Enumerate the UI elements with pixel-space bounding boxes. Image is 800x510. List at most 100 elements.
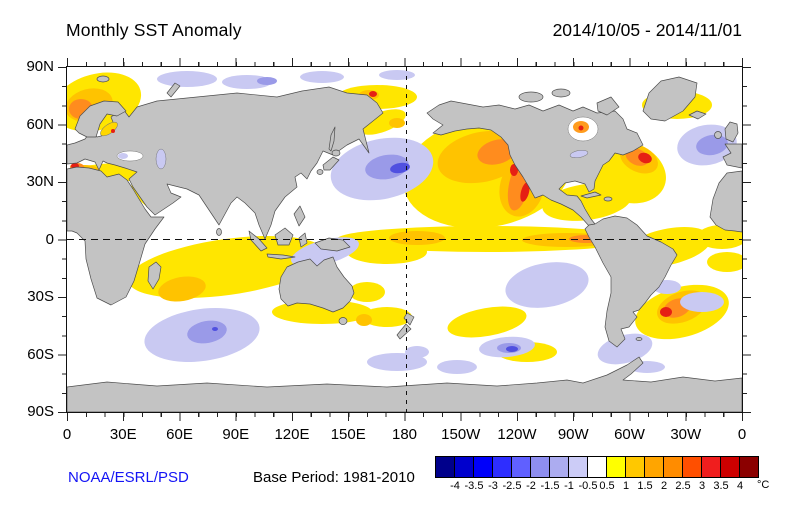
arctic-island bbox=[551, 88, 571, 98]
island-kyushu bbox=[316, 169, 324, 175]
lon-label-0w: 0 bbox=[737, 426, 747, 443]
baltic-sea bbox=[100, 121, 118, 137]
island-cuba bbox=[580, 191, 602, 199]
continent-greenland bbox=[642, 76, 698, 122]
lat-label-90n: 90N bbox=[26, 58, 54, 75]
bottom-axis-major-ticks bbox=[67, 413, 743, 421]
red-spot-argentina bbox=[660, 307, 672, 317]
colorbar-tick: 1.5 bbox=[637, 480, 653, 492]
base-period-label: Base Period: 1981-2010 bbox=[253, 469, 415, 486]
continent-south-america bbox=[584, 215, 678, 348]
lat-label-90s: 90S bbox=[27, 403, 54, 420]
colorbar-tick: -0.5 bbox=[578, 480, 598, 492]
colorbar-cell bbox=[493, 457, 512, 477]
lon-label-30e: 30E bbox=[109, 426, 137, 443]
continent-iberia-france bbox=[722, 143, 742, 169]
date-range-label: 2014/10/05 - 2014/11/01 bbox=[552, 20, 742, 40]
lon-label-60w: 60W bbox=[614, 426, 645, 443]
colorbar-cell bbox=[531, 457, 550, 477]
continent-australia bbox=[278, 256, 355, 313]
island-tasmania bbox=[338, 317, 348, 325]
island-uk bbox=[724, 121, 739, 143]
colorbar-cell bbox=[436, 457, 455, 477]
red-spot-nw-atlantic bbox=[638, 152, 652, 164]
continent-africa bbox=[67, 166, 165, 306]
colorbar-tick: 3 bbox=[698, 480, 706, 492]
colorbar-tick: -4 bbox=[450, 480, 460, 492]
island-hispaniola bbox=[603, 196, 613, 202]
right-axis-major-ticks bbox=[743, 67, 751, 413]
baltic-red-dot bbox=[111, 129, 115, 133]
map-canvas bbox=[67, 67, 742, 412]
continent-west-africa bbox=[709, 170, 742, 233]
bottom-axis-minor-ticks bbox=[67, 413, 743, 417]
colorbar-cell bbox=[455, 457, 474, 477]
continents bbox=[67, 75, 742, 412]
lon-label-180: 180 bbox=[391, 426, 418, 443]
island-madagascar bbox=[147, 261, 162, 290]
colorbar-cell bbox=[607, 457, 626, 477]
lat-label-60s: 60S bbox=[27, 345, 54, 363]
world-sst-anomaly-map bbox=[66, 66, 743, 413]
colorbar-tick: -1.5 bbox=[540, 480, 560, 492]
right-axis-minor-ticks bbox=[743, 67, 747, 413]
lat-label-30s: 30S bbox=[27, 288, 54, 305]
lat-label-0: 0 bbox=[45, 230, 54, 248]
colorbar-cell bbox=[740, 457, 758, 477]
island-new-guinea bbox=[314, 237, 351, 252]
reference-gridlines bbox=[67, 67, 742, 412]
colorbar-tick: 2 bbox=[660, 480, 668, 492]
colorbar-cell bbox=[588, 457, 607, 477]
colorbar-tick: 2.5 bbox=[675, 480, 691, 492]
island-sulawesi bbox=[298, 232, 308, 248]
colorbar-tick: -1 bbox=[564, 480, 574, 492]
colorbar-cell bbox=[721, 457, 740, 477]
colorbar-tick: 1 bbox=[622, 480, 630, 492]
island-falklands bbox=[635, 337, 643, 341]
colorbar-cell bbox=[474, 457, 493, 477]
island-java bbox=[266, 253, 296, 260]
island-svalbard bbox=[96, 75, 110, 83]
colorbar-tick: -3.5 bbox=[464, 480, 484, 492]
great-lakes bbox=[569, 149, 589, 159]
island-ireland bbox=[714, 131, 722, 139]
island-sri-lanka bbox=[216, 228, 222, 236]
anomaly-colorbar bbox=[435, 456, 759, 478]
cool-anomaly-cores bbox=[187, 77, 728, 353]
island-borneo bbox=[274, 227, 294, 246]
lon-label-30w: 30W bbox=[670, 426, 702, 443]
colorbar-tick: 3.5 bbox=[713, 480, 729, 492]
continent-eurasia bbox=[67, 86, 384, 240]
colorbar-tick: -2 bbox=[526, 480, 536, 492]
lon-label-60e: 60E bbox=[166, 426, 193, 443]
inland-seas bbox=[100, 116, 599, 170]
colorbar-cell bbox=[702, 457, 721, 477]
continent-scandinavia bbox=[74, 100, 127, 138]
colorbar-cell bbox=[664, 457, 683, 477]
colorbar-cell bbox=[512, 457, 531, 477]
hudson-bay-red-dot bbox=[578, 125, 584, 131]
cool-core-nw-pacific bbox=[390, 162, 410, 174]
colorbar-cell bbox=[569, 457, 588, 477]
page-title: Monthly SST Anomaly bbox=[66, 20, 242, 40]
colorbar-unit-label: °C bbox=[757, 479, 770, 491]
lat-label-30n: 30N bbox=[26, 173, 54, 190]
colorbar-cell bbox=[626, 457, 645, 477]
island-baffin bbox=[596, 96, 620, 116]
red-spot-baja-coast bbox=[520, 182, 530, 202]
lon-label-150w: 150W bbox=[441, 426, 481, 443]
colorbar-cell bbox=[550, 457, 569, 477]
lon-label-0e: 0 bbox=[62, 426, 72, 443]
lon-label-90e: 90E bbox=[222, 426, 250, 443]
left-axis-major-ticks bbox=[58, 67, 66, 413]
lon-label-120w: 120W bbox=[497, 426, 537, 443]
island-hokkaido bbox=[331, 149, 341, 157]
island-honshu bbox=[322, 156, 340, 171]
continent-antarctica bbox=[67, 356, 742, 412]
colorbar-tick: 4 bbox=[736, 480, 744, 492]
colorbar-cell bbox=[683, 457, 702, 477]
black-sea-cool-part bbox=[118, 153, 128, 159]
lon-label-120e: 120E bbox=[274, 426, 310, 443]
island-iceland bbox=[688, 110, 707, 120]
